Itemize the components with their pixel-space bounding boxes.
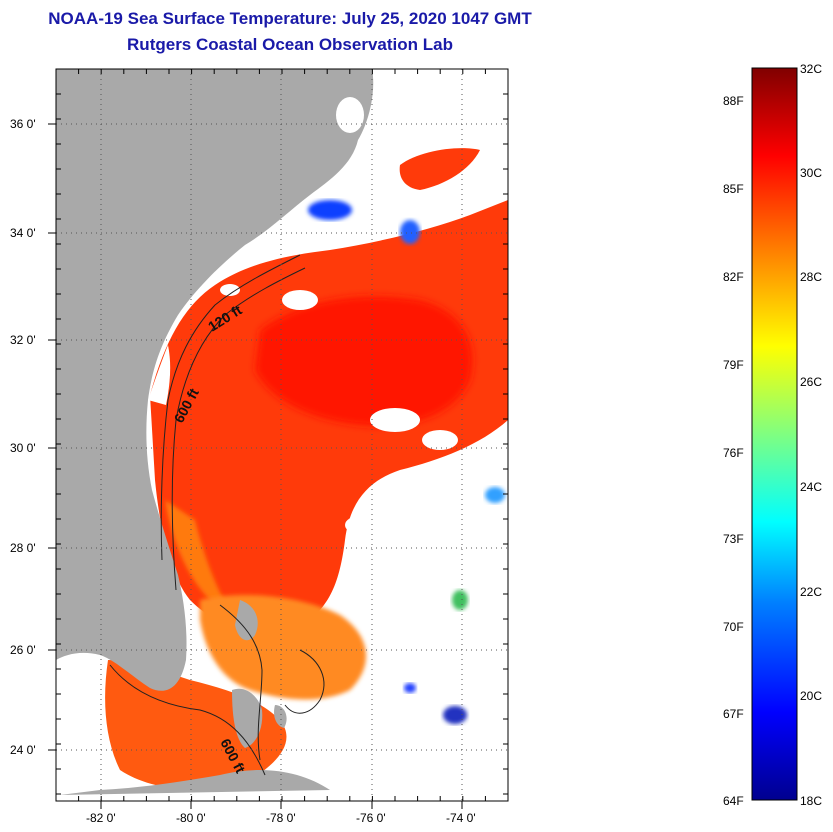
land bbox=[56, 69, 374, 795]
graticule bbox=[56, 69, 508, 801]
colorbar-c-26: 26C bbox=[800, 375, 822, 389]
colorbar-f-67: 67F bbox=[723, 707, 744, 721]
colorbar-c-22: 22C bbox=[800, 585, 822, 599]
colorbar-gradient bbox=[751, 67, 798, 801]
contour-bahamas bbox=[219, 604, 263, 761]
map-title: NOAA-19 Sea Surface Temperature: July 25… bbox=[48, 9, 532, 28]
lat-tick-26: 26 0' bbox=[10, 643, 36, 657]
contour-600ft bbox=[171, 267, 306, 591]
bahama-island-a bbox=[274, 705, 287, 728]
lat-tick-30: 30 0' bbox=[10, 441, 36, 455]
colorbar-f-82: 82F bbox=[723, 270, 744, 284]
colorbar-f-76: 76F bbox=[723, 446, 744, 460]
colorbar-f-88: 88F bbox=[723, 94, 744, 108]
contour-120ft bbox=[160, 254, 301, 561]
grand-bahama bbox=[235, 600, 258, 641]
colorbar: 88F 85F 82F 79F 76F 73F 70F 67F 64F 32C … bbox=[723, 62, 822, 808]
sst-keys-region bbox=[105, 660, 287, 790]
lat-tick-34: 34 0' bbox=[10, 226, 36, 240]
lat-tick-28: 28 0' bbox=[10, 541, 36, 555]
lat-tick-32: 32 0' bbox=[10, 333, 36, 347]
colorbar-f-70: 70F bbox=[723, 620, 744, 634]
lon-tick-76: -76 0' bbox=[356, 811, 386, 825]
colorbar-c-20: 20C bbox=[800, 689, 822, 703]
cuba-coast bbox=[60, 770, 330, 795]
colorbar-c-30: 30C bbox=[800, 166, 822, 180]
lat-tick-36: 36 0' bbox=[10, 117, 36, 131]
lon-tick-78: -78 0' bbox=[266, 811, 296, 825]
colorbar-f-73: 73F bbox=[723, 532, 744, 546]
map-subtitle: Rutgers Coastal Ocean Observation Lab bbox=[127, 35, 453, 54]
colorbar-c-24: 24C bbox=[800, 480, 822, 494]
lon-tick-80: -80 0' bbox=[176, 811, 206, 825]
colorbar-f-64: 64F bbox=[723, 794, 744, 808]
lon-tick-82: -82 0' bbox=[86, 811, 116, 825]
sst-core-hot-region bbox=[255, 296, 473, 426]
tick-marks bbox=[48, 69, 508, 809]
coastal-clouds bbox=[148, 97, 375, 405]
sst-cloud-holes bbox=[220, 284, 458, 534]
sst-coastal-orange bbox=[165, 500, 240, 625]
lon-tick-74: -74 0' bbox=[446, 811, 476, 825]
colorbar-c-32: 32C bbox=[800, 62, 822, 76]
colorbar-c-28: 28C bbox=[800, 270, 822, 284]
colorbar-f-85: 85F bbox=[723, 182, 744, 196]
colorbar-f-79: 79F bbox=[723, 358, 744, 372]
us-mainland bbox=[56, 69, 374, 691]
sst-north-patch bbox=[399, 148, 480, 190]
lat-tick-24: 24 0' bbox=[10, 743, 36, 757]
colorbar-c-18: 18C bbox=[800, 794, 822, 808]
map-panel: 120 ft 600 ft 600 ft bbox=[56, 69, 508, 801]
contour-bahamas-b bbox=[284, 649, 325, 714]
contour-keys bbox=[109, 664, 266, 776]
bathymetry-contours bbox=[109, 254, 325, 776]
